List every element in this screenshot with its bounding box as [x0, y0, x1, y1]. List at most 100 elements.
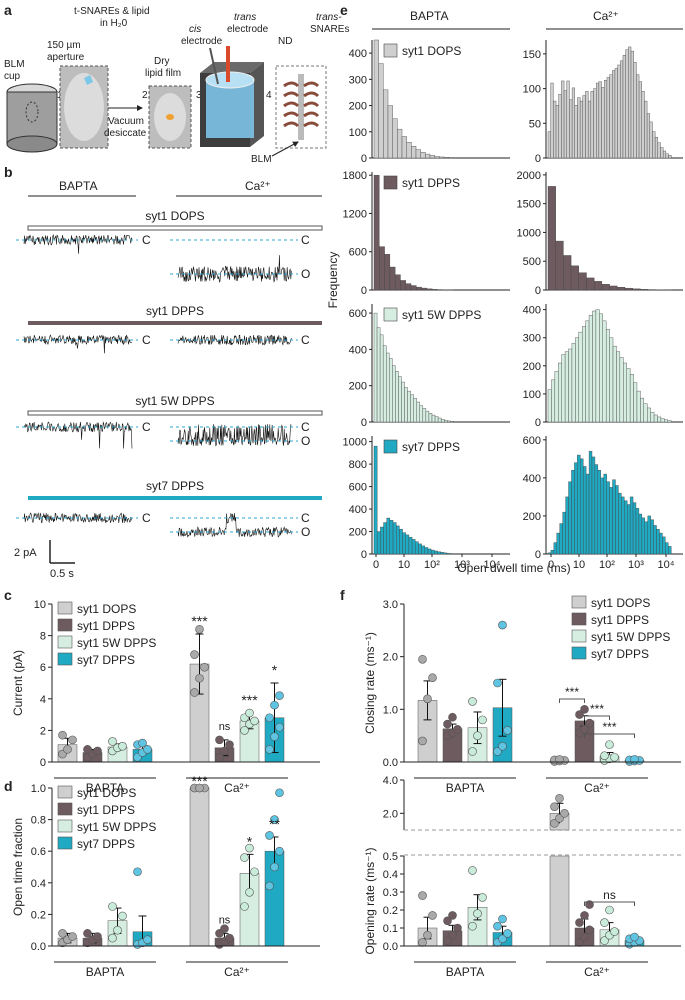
- data-point: [473, 731, 482, 740]
- hist-bin: [647, 515, 651, 555]
- hist-bin: [618, 492, 622, 555]
- hist-bin: [434, 156, 440, 159]
- data-point: [245, 843, 254, 853]
- data-point: [428, 911, 437, 920]
- chamber-diagram: [200, 46, 264, 147]
- data-point: [275, 788, 284, 798]
- legend-swatch: [571, 612, 587, 626]
- y-tick-label: 1500: [517, 199, 541, 211]
- legend-label: syt1 5W DPPS: [591, 630, 670, 644]
- hist-bin: [401, 381, 405, 423]
- data-point: [250, 867, 259, 877]
- hist-bin: [562, 511, 566, 555]
- trace-bapta: [23, 234, 133, 254]
- hist-bin: [440, 552, 445, 555]
- y-tick-label: 8: [40, 631, 46, 643]
- y-tick-label: 0.3: [383, 887, 398, 899]
- histogram-2-ca: 0 100 200 300 400: [523, 304, 683, 429]
- label-desiccate: desiccate: [104, 128, 147, 139]
- bracket: [584, 901, 635, 906]
- nanodisc-zoom: [275, 65, 327, 149]
- bar-chart-f-closing: 0.0 1.0 2.0 3.0 Closing rate (ms⁻¹) BAPTA Ca²⁺…: [363, 595, 681, 795]
- data-point: [138, 738, 147, 748]
- hist-bin: [378, 63, 384, 159]
- hist-bin: [622, 55, 626, 159]
- hist-bin: [425, 153, 431, 159]
- data-point: [473, 909, 482, 918]
- dry-film-plate: [148, 85, 192, 149]
- significance-label: ns: [219, 914, 231, 926]
- y-tick-label: 100: [523, 84, 541, 96]
- hist-bin: [602, 320, 607, 423]
- hist-bin: [395, 370, 399, 423]
- data-point: [118, 911, 127, 921]
- data-point: [555, 794, 564, 803]
- hist-bin: [612, 70, 616, 159]
- cis-electrode-icon: [209, 47, 219, 85]
- hist-bin: [559, 523, 563, 555]
- y-axis-label: Opening rate (ms⁻¹): [363, 847, 377, 954]
- hist-bin: [585, 320, 590, 423]
- hist-bin: [443, 157, 449, 159]
- data-point: [560, 809, 569, 818]
- data-point: [93, 746, 102, 756]
- hist-bin: [660, 147, 664, 159]
- data-point: [585, 900, 594, 909]
- hist-bin: [386, 517, 391, 555]
- data-point: [630, 932, 639, 942]
- x-tick-label: 10: [573, 559, 585, 571]
- y-tick-label: 1200: [343, 208, 367, 220]
- y-tick-label: 500: [523, 256, 541, 268]
- legend-swatch: [57, 836, 73, 850]
- hist-bin: [555, 105, 559, 159]
- y-tick-label: 1000: [343, 437, 367, 449]
- hist-bin: [650, 411, 655, 423]
- hist-bin: [419, 405, 424, 423]
- hist-bin: [606, 77, 610, 159]
- hist-bin: [593, 281, 603, 291]
- hist-bin: [421, 545, 425, 555]
- y-tick-label: 200: [349, 381, 367, 393]
- data-point: [498, 620, 507, 630]
- hist-bin: [386, 352, 390, 423]
- hist-bin: [426, 288, 433, 291]
- y-tick-label: 2000: [517, 170, 541, 182]
- data-point: [498, 934, 507, 944]
- data-point: [468, 866, 477, 875]
- significance-label: ns: [219, 721, 231, 733]
- hist-bin: [448, 157, 454, 159]
- data-point: [113, 925, 122, 935]
- y-tick-label: 600: [349, 247, 367, 259]
- hist-bin: [398, 376, 402, 423]
- group-label: BAPTA: [446, 781, 484, 795]
- x-tick-label: 10²: [424, 559, 440, 571]
- hist-bin: [668, 155, 672, 159]
- hist-bin: [418, 543, 422, 555]
- hist-bin: [624, 287, 633, 291]
- histogram-1-ca: 0 500 1000 1500 2000: [517, 170, 683, 297]
- e-xlabel: Open dwell time (ms): [457, 561, 570, 575]
- hist-bin: [446, 553, 451, 555]
- hist-bin: [392, 118, 398, 159]
- legend-swatch: [571, 595, 587, 609]
- step-label-4: 4: [266, 90, 272, 101]
- data-point: [443, 936, 452, 945]
- label-tsnares-2: in H₂0: [100, 18, 128, 29]
- legend-swatch: [383, 175, 398, 190]
- bar: [549, 855, 570, 947]
- state-label: C: [142, 233, 151, 247]
- histogram-1-bapta: 0 600 1200 1800 syt1 DPPS: [343, 170, 510, 297]
- hist-bin: [447, 420, 451, 423]
- data-point: [418, 736, 427, 746]
- data-point: [190, 650, 199, 659]
- label-trans: trans: [234, 12, 256, 23]
- data-point: [195, 783, 204, 793]
- group-label: Ca²⁺: [224, 965, 250, 979]
- hist-bin: [577, 454, 581, 555]
- x-tick-label: 0: [373, 559, 379, 571]
- trans-electrode-icon: [226, 46, 230, 82]
- y-tick-label: 0.0: [383, 941, 398, 953]
- hist-bin: [558, 93, 562, 159]
